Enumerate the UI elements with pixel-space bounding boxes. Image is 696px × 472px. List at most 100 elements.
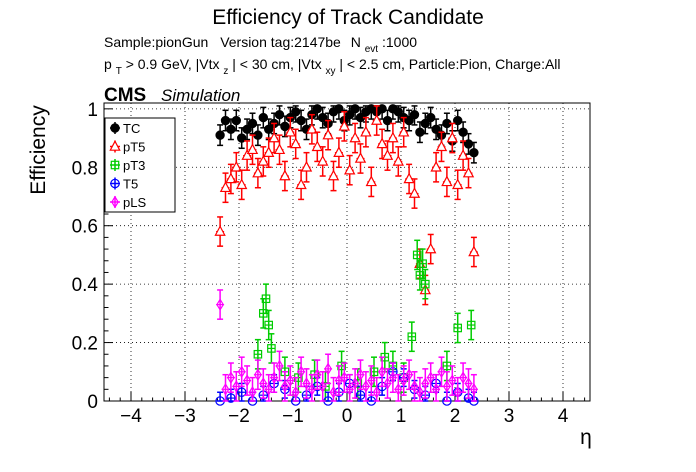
data-point [355,390,366,400]
legend-entry-tc: TC [110,121,140,136]
data-point [247,118,258,129]
data-point [296,115,306,126]
data-point [241,149,253,160]
data-point [437,365,446,379]
subtitle-line-1: Sample:pionGun Version tag:2147be N evt … [104,34,417,55]
data-point [360,125,372,137]
data-point [466,320,476,330]
x-tick-label: 4 [558,406,569,427]
data-point [388,371,397,384]
data-point [268,131,280,143]
sample-label: Sample:pionGun [104,34,208,50]
data-point [452,178,464,190]
data-point [318,380,327,393]
data-point [302,377,311,390]
legend-label: pT3 [123,158,145,173]
data-point [469,147,479,158]
data-point [446,131,458,143]
data-point [418,259,427,268]
data-point [420,118,430,129]
x-tick-label: −2 [228,406,250,427]
data-point [338,119,350,131]
data-point [307,382,316,396]
data-point [365,175,377,187]
data-point [403,172,415,184]
series-tc [215,104,479,164]
data-series [214,104,480,406]
data-point [257,154,269,166]
vtx-mid: | < 30 cm, |Vtx [232,56,321,72]
y-tick-label: 0 [87,392,98,413]
subtitle-tail: | < 2.5 cm, Particle:Pion, Charge:All [339,56,560,72]
data-point [259,377,268,390]
data-point [220,115,231,126]
legend-entry-pt5: pT5 [109,140,145,155]
data-point [463,139,474,149]
data-point [430,160,442,172]
version-label: Version tag:2147be [220,34,341,50]
data-point [300,160,313,172]
x-tick-label: 2 [450,406,461,427]
data-point [329,385,338,399]
data-point [458,127,468,137]
data-point [267,344,276,353]
data-point [270,371,279,384]
data-point [354,152,367,163]
data-point [394,382,403,396]
data-point [242,124,252,134]
data-point [215,130,225,140]
data-point [340,371,349,384]
data-point [421,279,430,289]
legend-entry-pls: pLS [110,195,146,210]
data-point [435,140,448,152]
data-point [236,178,248,190]
data-point [275,359,284,373]
data-point [264,382,273,396]
data-point [361,380,370,393]
data-point [291,107,301,117]
cms-label: CMS [104,85,146,106]
x-tick-label: −3 [174,406,196,427]
nevt-label: N [351,34,361,50]
data-point [313,368,322,382]
data-point [216,298,225,311]
data-point [404,115,414,126]
y-tick-label: 0.4 [72,275,99,296]
simulation-label: Simulation [161,86,240,105]
data-point [371,114,383,125]
nevt-value: :1000 [382,34,417,50]
x-tick-label: −1 [282,406,304,427]
legend-entry-pt3: pT3 [110,158,145,173]
data-point [408,187,421,198]
legend-label: TC [123,121,140,136]
data-point [322,128,334,140]
data-point [378,365,387,379]
tick-labels: −4 −3 −2 −1 0 1 2 3 4 0 0.2 0.4 0.6 0.8 1 [72,100,569,427]
data-point [349,131,361,143]
data-point [369,367,379,377]
data-point [382,115,393,126]
data-point [333,146,345,157]
data-point [253,368,262,382]
data-point [425,242,437,254]
data-point [253,349,263,359]
data-point [297,365,306,379]
data-point [387,131,399,143]
data-point [426,112,436,123]
pt-rest: > 0.9 GeV, |Vtx [126,56,220,72]
data-point [468,245,480,257]
data-point [273,143,286,155]
data-point [415,271,425,280]
data-point [399,374,408,387]
data-point [345,382,354,396]
grid-lines [104,103,590,402]
x-tick-label: 1 [396,406,407,427]
pt-label: p [104,56,112,72]
y-tick-label: 1 [87,100,98,121]
subtitle-line-2: p T > 0.9 GeV, |Vtx z | < 30 cm, |Vtx xy… [104,56,561,77]
legend-label: T5 [123,177,138,192]
x-tick-label: −4 [120,406,142,427]
data-point [237,133,247,143]
data-point [334,104,344,114]
